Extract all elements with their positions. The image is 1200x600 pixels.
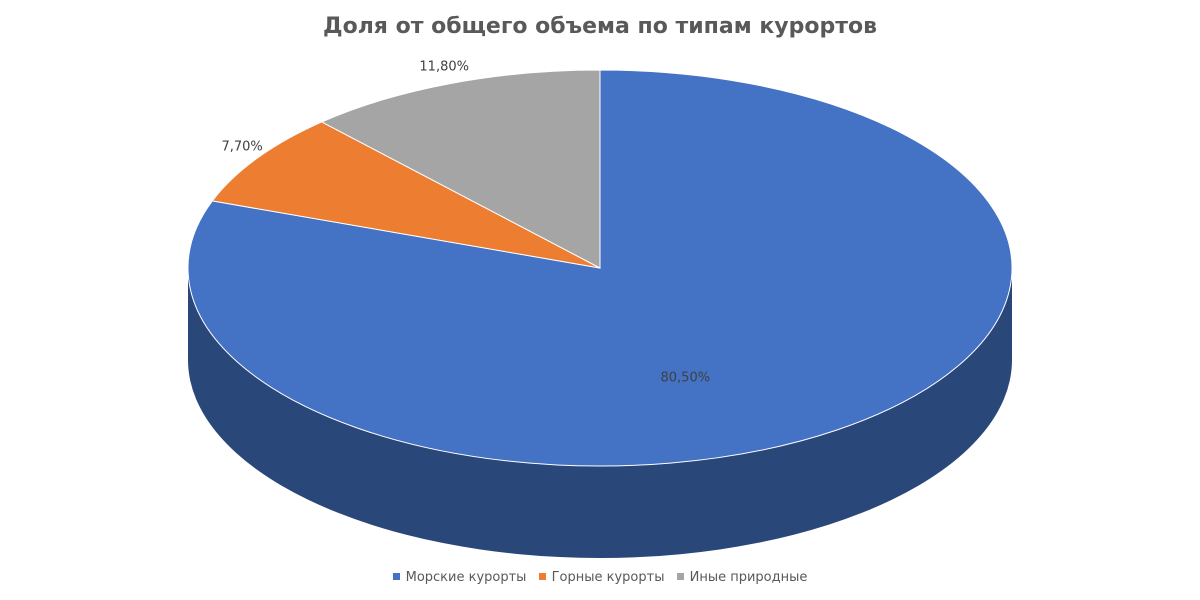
legend-swatch bbox=[538, 573, 546, 580]
pie-data-labels: 80,50% 7,70% 11,80% bbox=[221, 59, 710, 385]
pie-slices bbox=[187, 69, 1013, 467]
legend-swatch bbox=[676, 573, 684, 580]
chart-title: Доля от общего объема по типам курортов bbox=[322, 14, 878, 39]
legend-item-sea[interactable]: Морские курорты bbox=[392, 570, 527, 585]
legend-item-other[interactable]: Иные природные bbox=[676, 570, 808, 585]
legend-label: Морские курорты bbox=[405, 570, 527, 585]
legend: Морские курорты Горные курорты Иные прир… bbox=[0, 570, 1200, 585]
pie-slice-side bbox=[188, 268, 1012, 558]
data-label: 11,80% bbox=[419, 59, 469, 74]
legend-item-mountain[interactable]: Горные курорты bbox=[538, 570, 665, 585]
legend-label: Иные природные bbox=[689, 570, 808, 585]
data-label: 80,50% bbox=[661, 371, 711, 386]
pie-slice[interactable] bbox=[211, 121, 601, 269]
pie-slice[interactable] bbox=[320, 69, 601, 269]
pie-sides bbox=[188, 268, 1012, 558]
legend-label: Горные курорты bbox=[551, 570, 665, 585]
legend-swatch bbox=[392, 573, 400, 580]
data-label: 7,70% bbox=[221, 140, 262, 155]
